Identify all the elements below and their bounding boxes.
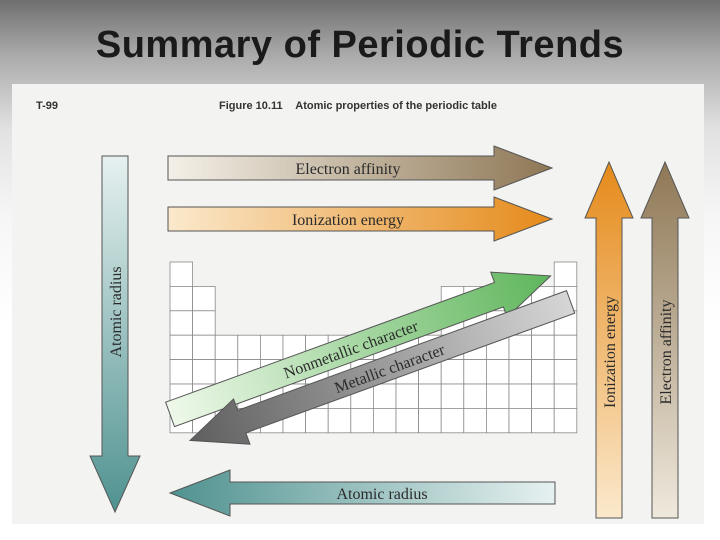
electron-affinity-vertical-label: Electron affinity [658, 300, 675, 405]
ionization-energy-vertical-label: Ionization energy [602, 296, 619, 408]
electron-affinity-vertical-arrow: Electron affinity [640, 160, 690, 519]
periodic-table-cell [372, 407, 397, 434]
periodic-trends-figure: T-99 Figure 10.11 Atomic properties of t… [12, 84, 704, 524]
periodic-table-cell [485, 383, 510, 409]
periodic-table-cell [192, 310, 216, 336]
trends-diagram: Electron affinity Ionization energy Atom… [89, 145, 690, 519]
periodic-table-cell [440, 407, 465, 434]
periodic-table-cell [531, 334, 555, 360]
electron-affinity-horizontal-arrow: Electron affinity [167, 145, 554, 191]
periodic-table-cell [305, 407, 329, 434]
periodic-table-cell [214, 334, 239, 360]
periodic-table-cell [508, 383, 533, 409]
periodic-table-cell [531, 359, 555, 385]
figure-number: Figure 10.11 [219, 100, 283, 112]
figure-id: T-99 [36, 100, 59, 112]
periodic-table-cell [169, 334, 194, 360]
periodic-table-cell [531, 383, 555, 409]
periodic-table-cell [553, 359, 578, 385]
electron-affinity-horizontal-label: Electron affinity [296, 161, 401, 178]
periodic-table-cell [508, 407, 533, 434]
periodic-table-cell [192, 334, 216, 360]
periodic-table-cell [237, 334, 261, 360]
periodic-table-cell [192, 285, 216, 312]
periodic-table-cell [553, 261, 578, 287]
periodic-table-cell [485, 359, 510, 385]
ionization-energy-horizontal-arrow: Ionization energy [167, 196, 554, 242]
periodic-table-cell [553, 407, 578, 434]
periodic-table-cell [259, 334, 284, 360]
atomic-radius-horizontal-arrow: Atomic radius [168, 469, 556, 517]
slide-title: Summary of Periodic Trends [95, 24, 625, 66]
periodic-table-cell [327, 407, 352, 434]
figure-caption-text: Atomic properties of the periodic table [295, 100, 497, 112]
periodic-table-cell [192, 359, 216, 385]
ionization-energy-vertical-arrow: Ionization energy [584, 160, 634, 519]
atomic-radius-horizontal-label: Atomic radius [336, 486, 427, 503]
periodic-table-cell [508, 359, 533, 385]
ionization-energy-horizontal-label: Ionization energy [292, 212, 404, 229]
periodic-table-cell [531, 407, 555, 434]
periodic-table-cell [463, 383, 487, 409]
periodic-table-cell [395, 407, 420, 434]
periodic-table-cell [418, 407, 442, 434]
periodic-table-cell [553, 383, 578, 409]
periodic-table-cell [372, 383, 397, 409]
periodic-table-cell [485, 407, 510, 434]
periodic-table-cell [169, 261, 194, 287]
periodic-table-cell [440, 383, 465, 409]
periodic-table-cell [508, 334, 533, 360]
periodic-table-cell [350, 407, 374, 434]
periodic-table-cell [463, 407, 487, 434]
periodic-table-cell [169, 359, 194, 385]
periodic-table-cell [395, 383, 420, 409]
periodic-table-cell [418, 383, 442, 409]
periodic-table-cell [440, 359, 465, 385]
figure-caption: Figure 10.11 Atomic properties of the pe… [219, 100, 497, 112]
periodic-table-cell [169, 310, 194, 336]
periodic-table-cell [463, 359, 487, 385]
periodic-table-cell [553, 334, 578, 360]
periodic-table-cell [169, 285, 194, 312]
atomic-radius-vertical-label: Atomic radius [108, 266, 125, 357]
atomic-radius-vertical-arrow: Atomic radius [89, 155, 141, 514]
